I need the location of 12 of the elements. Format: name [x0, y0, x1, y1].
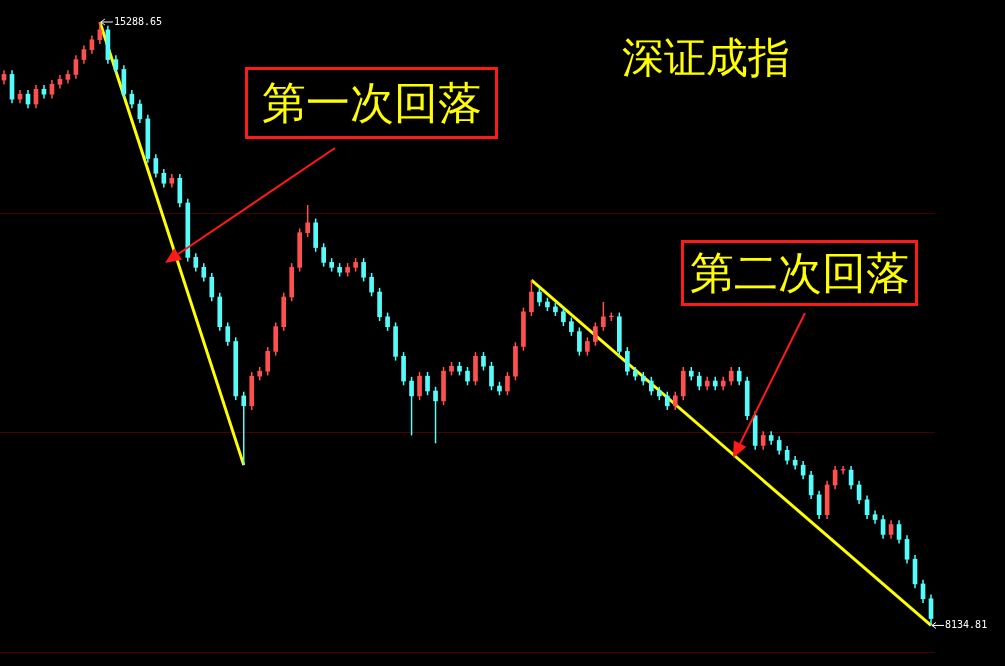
- chart-title: 深证成指: [622, 34, 790, 83]
- text: 8134.81: [945, 619, 988, 631]
- candlestick: [601, 301, 606, 332]
- candlestick: [481, 351, 486, 372]
- candlestick: [561, 306, 566, 327]
- candlestick: [385, 311, 390, 332]
- candlestick: [585, 336, 590, 357]
- annotation: 第二次回落: [681, 240, 918, 306]
- candlestick: [569, 316, 574, 337]
- annotation: 15288.65: [113, 15, 163, 27]
- candlestick: [305, 204, 310, 238]
- annotation: 第一次回落: [245, 67, 498, 139]
